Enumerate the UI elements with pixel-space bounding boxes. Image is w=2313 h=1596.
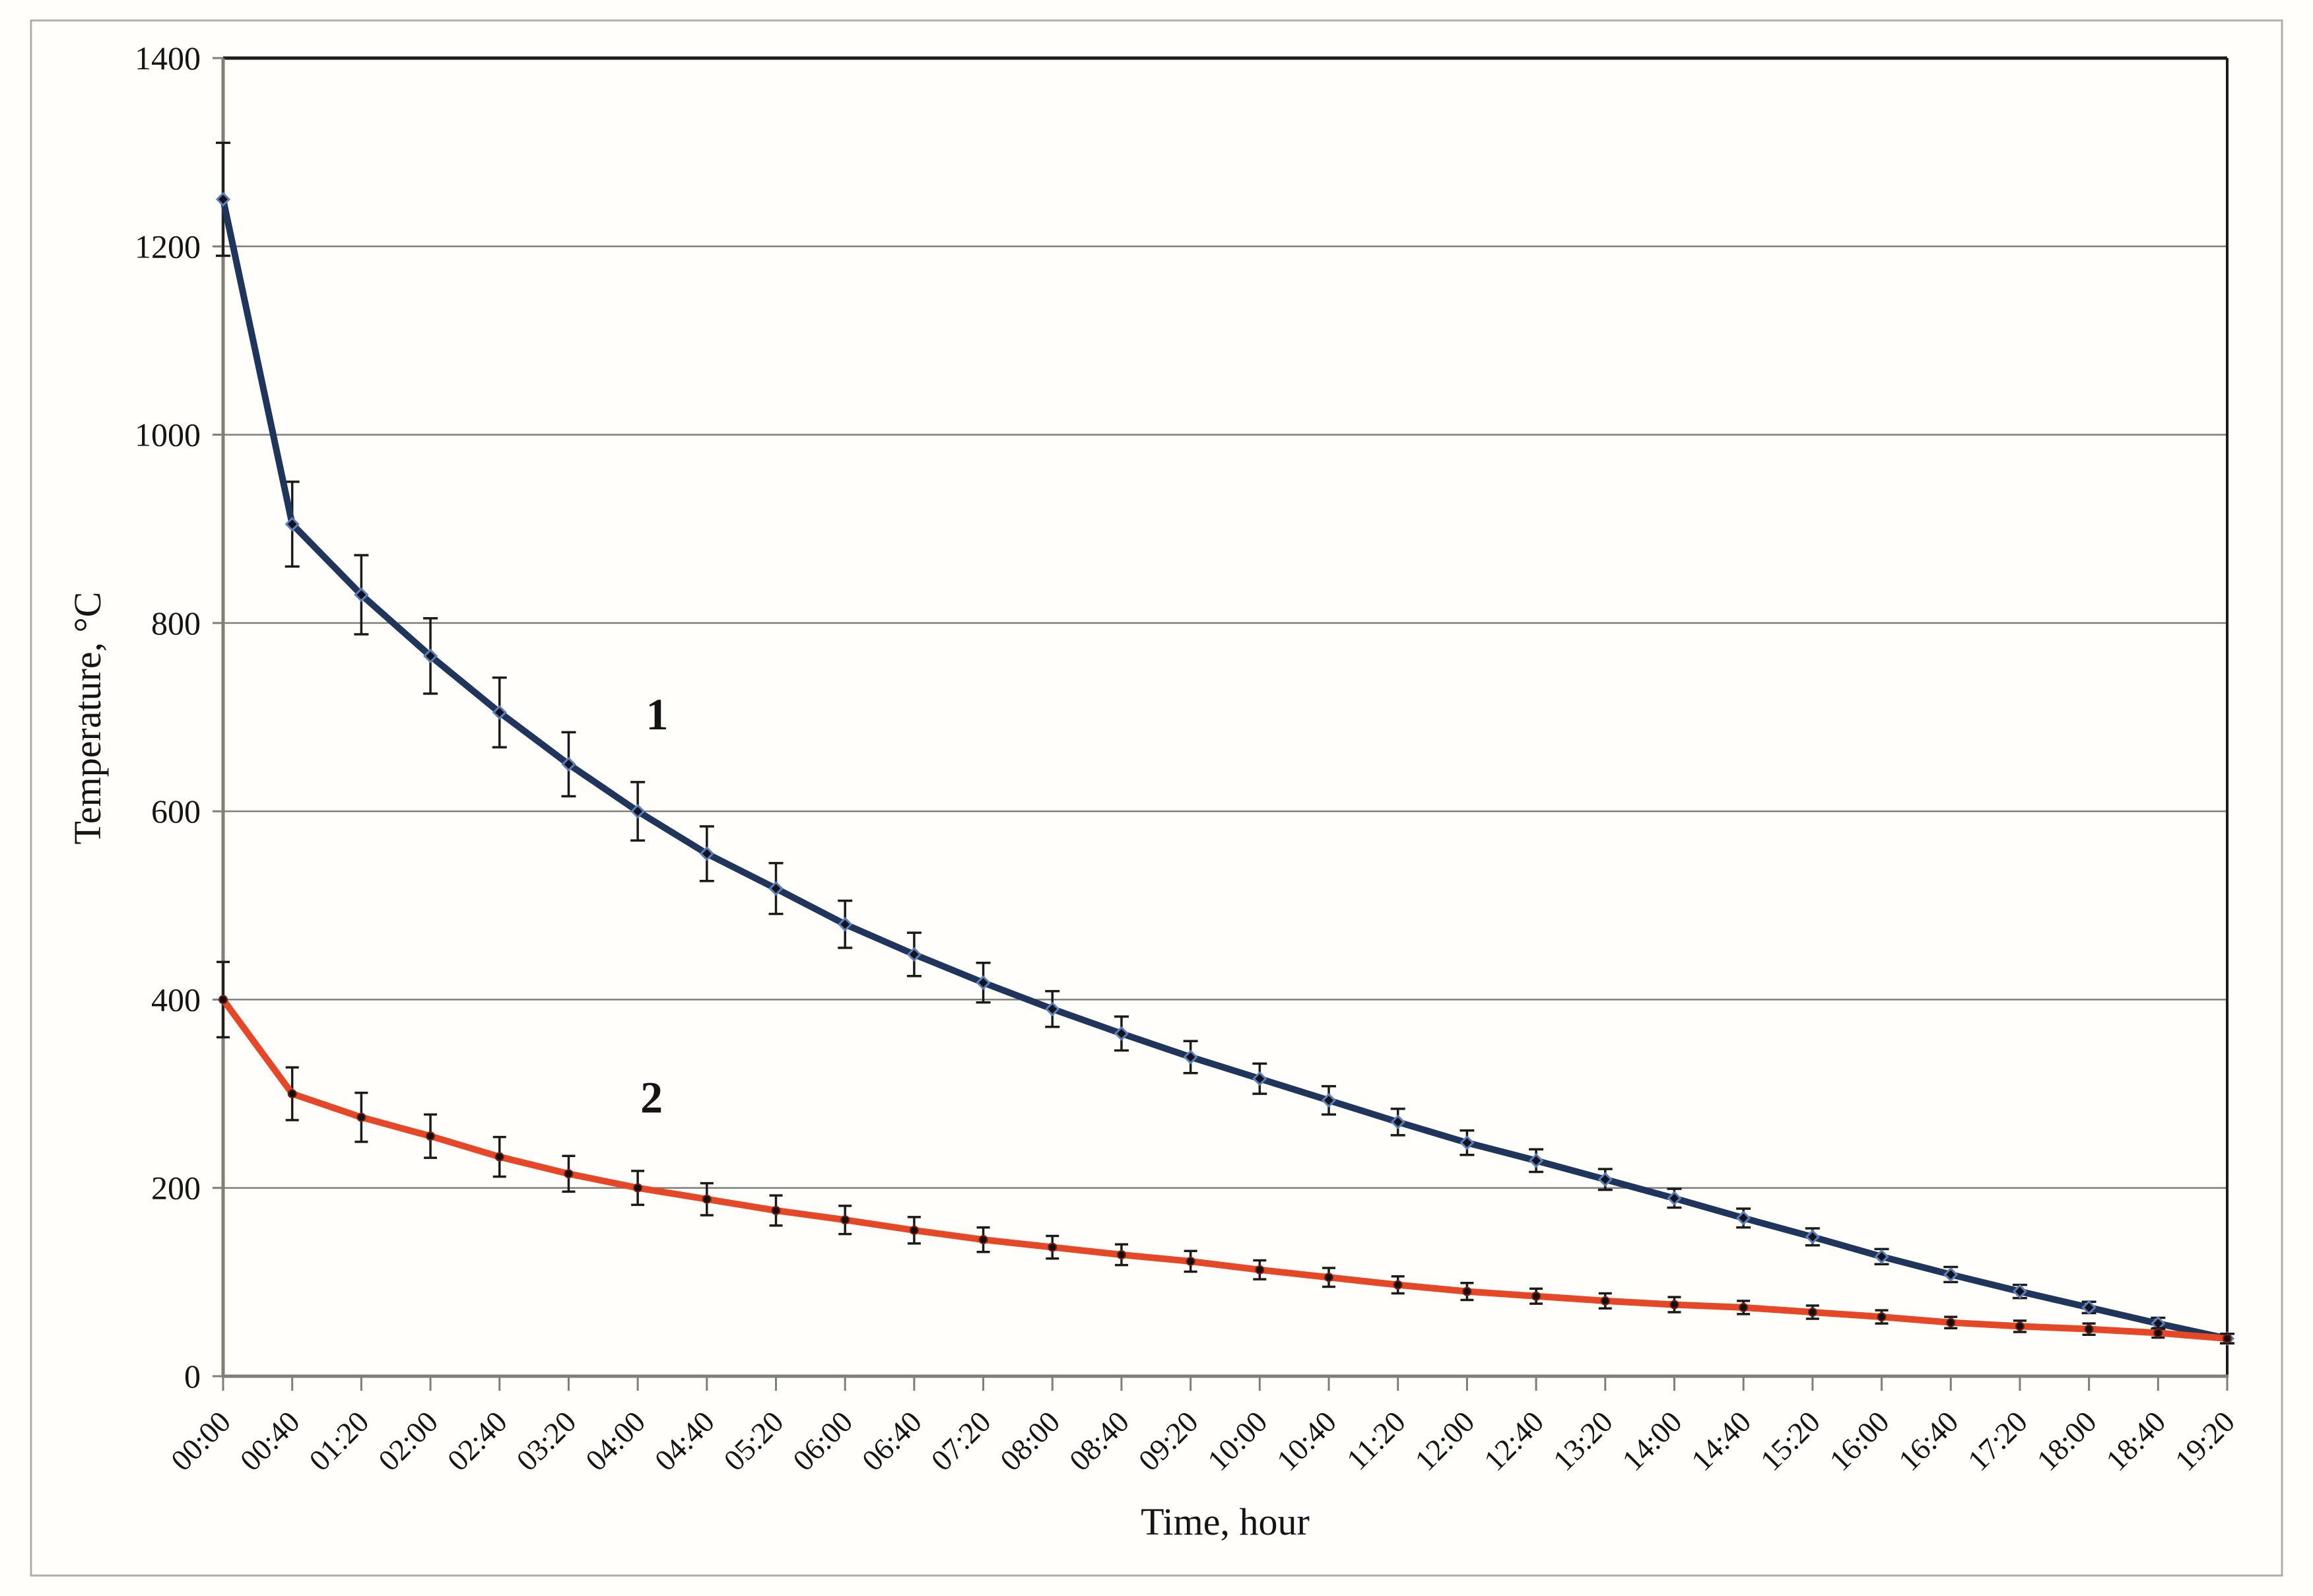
series-2-marker xyxy=(2015,1321,2025,1331)
series-2-marker xyxy=(1600,1296,1610,1306)
series-2-marker xyxy=(1186,1256,1195,1266)
series-1-marker xyxy=(976,975,991,990)
series-1-marker xyxy=(422,648,438,663)
x-axis-title: Time, hour xyxy=(1141,1500,1310,1543)
series-1-marker xyxy=(492,705,507,720)
series-2-marker xyxy=(1462,1286,1472,1296)
series-2-marker xyxy=(2084,1324,2094,1334)
y-axis-title: Temperature, °C xyxy=(66,591,109,844)
y-tick-label-1400: 1400 xyxy=(135,40,201,77)
series-2-marker xyxy=(771,1205,781,1215)
series-1-marker xyxy=(1736,1211,1751,1226)
series-2-marker xyxy=(1324,1273,1334,1282)
series-2-label: 2 xyxy=(640,1073,663,1123)
y-tick-label-600: 600 xyxy=(151,793,201,830)
series-1-marker xyxy=(1459,1135,1475,1150)
series-2-marker xyxy=(1807,1308,1817,1317)
series-1-marker xyxy=(285,516,300,532)
series-1-marker xyxy=(630,804,646,819)
series-1-line xyxy=(220,195,2230,1342)
series-2-marker xyxy=(2153,1328,2163,1338)
y-tick-label-0: 0 xyxy=(184,1358,201,1395)
series-2-marker xyxy=(1669,1300,1679,1310)
series-2-marker xyxy=(564,1169,574,1179)
series-1-marker xyxy=(215,191,231,207)
y-tick-label-400: 400 xyxy=(151,981,201,1018)
y-tick-label-800: 800 xyxy=(151,605,201,642)
series-2-marker xyxy=(1877,1312,1887,1322)
series-1-marker xyxy=(906,947,922,962)
series-2-marker xyxy=(1116,1249,1126,1259)
y-tick-label-1200: 1200 xyxy=(135,228,201,265)
series-2-marker xyxy=(356,1112,366,1122)
series-2-marker xyxy=(633,1183,643,1193)
series-2-marker xyxy=(978,1235,988,1245)
series-2-line xyxy=(220,996,2230,1342)
series-2-marker xyxy=(1946,1317,1956,1327)
series-2-marker xyxy=(1048,1242,1057,1252)
series-1-marker xyxy=(1943,1267,1959,1282)
series-1-marker xyxy=(699,846,714,861)
series-1-marker xyxy=(1390,1114,1405,1129)
series-2-marker xyxy=(909,1225,919,1235)
series-1-marker xyxy=(2012,1284,2028,1299)
series-1-marker xyxy=(1805,1229,1820,1245)
series-2-marker xyxy=(1255,1265,1265,1275)
series-1-marker xyxy=(1045,1001,1060,1016)
series-1-marker xyxy=(1183,1049,1198,1065)
series-1-marker xyxy=(768,881,784,896)
series-1-label: 1 xyxy=(646,689,668,739)
series-1-marker xyxy=(1321,1092,1337,1108)
series-2-marker xyxy=(494,1152,504,1162)
series-2-marker xyxy=(287,1089,297,1099)
series-1-marker xyxy=(838,917,853,932)
series-2-marker xyxy=(1739,1302,1749,1312)
series-2-marker xyxy=(426,1131,436,1141)
series-2-marker xyxy=(1531,1291,1541,1301)
y-tick-label-1000: 1000 xyxy=(135,416,201,453)
series-1-marker xyxy=(2081,1300,2096,1315)
series-1-marker xyxy=(1252,1071,1267,1086)
series-2-marker xyxy=(702,1194,712,1204)
series-2-marker xyxy=(1393,1280,1403,1290)
series-2-marker xyxy=(218,995,228,1005)
series-1-marker xyxy=(354,587,369,603)
figure-border xyxy=(30,19,2283,1577)
series-1-marker xyxy=(1528,1153,1544,1168)
series-2-marker xyxy=(2223,1333,2232,1343)
series-1-marker xyxy=(561,756,576,772)
series-1-marker xyxy=(1667,1191,1682,1206)
series-1-marker xyxy=(1114,1026,1129,1041)
series-1-marker xyxy=(1597,1172,1613,1187)
series-2-marker xyxy=(840,1215,850,1225)
y-tick-label-200: 200 xyxy=(151,1170,201,1207)
series-1-marker xyxy=(1874,1249,1889,1264)
